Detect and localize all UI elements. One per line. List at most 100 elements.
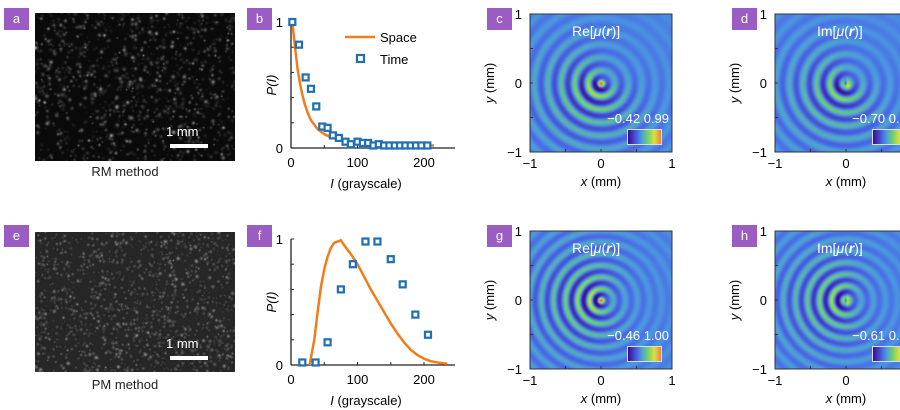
title-part: Im[ — [817, 23, 837, 39]
y-axis-label-var: y — [727, 95, 742, 104]
x-tick-label: 0 — [287, 155, 294, 170]
data-point-time — [334, 133, 343, 143]
speckle-image-pm — [35, 232, 235, 372]
colorbar-min: −0.42 — [607, 111, 641, 126]
data-point-time — [348, 260, 357, 269]
y-tick-label: 1 — [276, 15, 283, 30]
scale-bar — [170, 356, 208, 360]
panel-label-b: b — [247, 8, 272, 30]
colorbar — [872, 346, 900, 362]
y-tick-label: −1 — [507, 362, 522, 377]
colorbar — [627, 346, 662, 362]
panel-label-c: c — [487, 8, 512, 30]
data-point-time — [398, 280, 407, 289]
x-axis-label-unit: (grayscale) — [334, 176, 402, 191]
x-axis-label-var: x — [580, 391, 588, 406]
data-point-time — [373, 237, 382, 246]
y-tick-label: 0 — [760, 293, 767, 308]
x-axis-label: I (grayscale) — [330, 393, 402, 408]
x-axis-label-unit: (grayscale) — [334, 393, 402, 408]
colorbar-min: −0.70 — [852, 111, 886, 126]
panel-g: g −1 0 1 1 0 −1 x (mm) y (mm) Re[μ(r)] −0.46 1.00 — [480, 217, 725, 410]
title-part: Re[ — [572, 240, 594, 256]
x-tick-label: 1 — [668, 156, 675, 171]
y-tick-label: 0 — [276, 141, 283, 156]
title-part: r — [848, 23, 855, 39]
x-tick-label: 200 — [413, 372, 435, 387]
colorbar-labels: −0.46 1.00 — [607, 328, 669, 343]
heatmap-title: Re[μ(r)] — [572, 23, 620, 39]
panel-c: c −1 0 1 1 0 −1 x (mm) y (mm) Re[μ(r)] −0.42 0.99 — [480, 0, 725, 195]
y-axis-label-var: y — [482, 312, 497, 321]
colorbar-max: 0.72 — [888, 328, 900, 343]
data-point-time — [312, 102, 321, 111]
y-axis-label: P(I) — [264, 292, 279, 313]
x-tick-label: −1 — [768, 373, 783, 388]
x-axis-label-var: x — [825, 391, 833, 406]
x-tick-label: 0 — [842, 156, 849, 171]
x-axis-label-unit: (mm) — [832, 174, 866, 189]
colorbar-max: 0.99 — [643, 111, 669, 126]
x-axis-label-var: x — [580, 174, 588, 189]
axes-c: −1 0 110−1x (mm)y (mm) — [482, 7, 676, 189]
x-tick-label: 0 — [597, 373, 604, 388]
x-axis-label: x (mm) — [825, 391, 866, 406]
data-point-time — [298, 358, 307, 367]
x-axis-label-unit: (mm) — [587, 391, 621, 406]
y-tick-label: 0 — [760, 76, 767, 91]
data-point-time — [386, 255, 395, 264]
legend-swatch-time — [355, 53, 366, 64]
y-tick-label: −1 — [752, 362, 767, 377]
x-axis-label-var: I — [330, 176, 334, 191]
speckle-image-rm — [35, 13, 235, 161]
title-part: μ — [593, 23, 602, 39]
y-axis-label-unit: (mm) — [727, 280, 742, 314]
data-point-time — [301, 73, 310, 82]
data-point-time — [323, 123, 332, 132]
colorbar-max: 1.00 — [643, 328, 669, 343]
y-axis-label: y (mm) — [727, 280, 742, 321]
y-tick-label: 1 — [515, 224, 522, 239]
y-tick-label: −1 — [507, 145, 522, 160]
x-tick-label: 100 — [347, 155, 369, 170]
series-line-space — [308, 238, 448, 366]
x-tick-label: −1 — [523, 373, 538, 388]
x-axis-label-var: I — [330, 393, 334, 408]
legend-label-time: Time — [380, 52, 408, 67]
title-part: r — [848, 240, 855, 256]
colorbar-min: −0.61 — [852, 328, 886, 343]
x-tick-label: 0 — [842, 373, 849, 388]
title-part: ( — [844, 240, 849, 256]
colorbar-max: 0.70 — [888, 111, 900, 126]
chart-b: 0 100 200 0 1 I (grayscale) P(I) Space Time — [264, 15, 455, 191]
y-tick-label: 0 — [515, 293, 522, 308]
legend-label-space: Space — [380, 30, 417, 45]
y-axis-label-unit: (mm) — [727, 63, 742, 97]
panel-label-d: d — [732, 8, 757, 30]
heatmap-title: Im[μ(r)] — [817, 240, 863, 256]
panel-label-a: a — [4, 8, 29, 30]
title-part: ( — [844, 23, 849, 39]
data-point-time — [306, 84, 316, 93]
heatmap-title: Im[μ(r)] — [817, 23, 863, 39]
scale-bar-label: 1 mm — [166, 336, 199, 351]
x-axis-label-var: x — [825, 174, 833, 189]
title-part: )] — [854, 23, 863, 39]
data-point-time — [311, 358, 320, 367]
x-axis-label: x (mm) — [580, 174, 621, 189]
y-axis-label-unit: (mm) — [482, 63, 497, 97]
title-part: )] — [611, 23, 621, 39]
x-tick-label: 0 — [287, 372, 294, 387]
data-point-time — [411, 310, 420, 319]
y-axis-label-var: y — [482, 95, 497, 104]
title-part: μ — [836, 23, 845, 39]
colorbar-labels: −0.70 0.70 — [852, 111, 900, 126]
x-tick-label: −1 — [523, 156, 538, 171]
colorbar-min: −0.46 — [607, 328, 641, 343]
x-tick-label: 100 — [347, 372, 369, 387]
title-part: μ — [593, 240, 602, 256]
